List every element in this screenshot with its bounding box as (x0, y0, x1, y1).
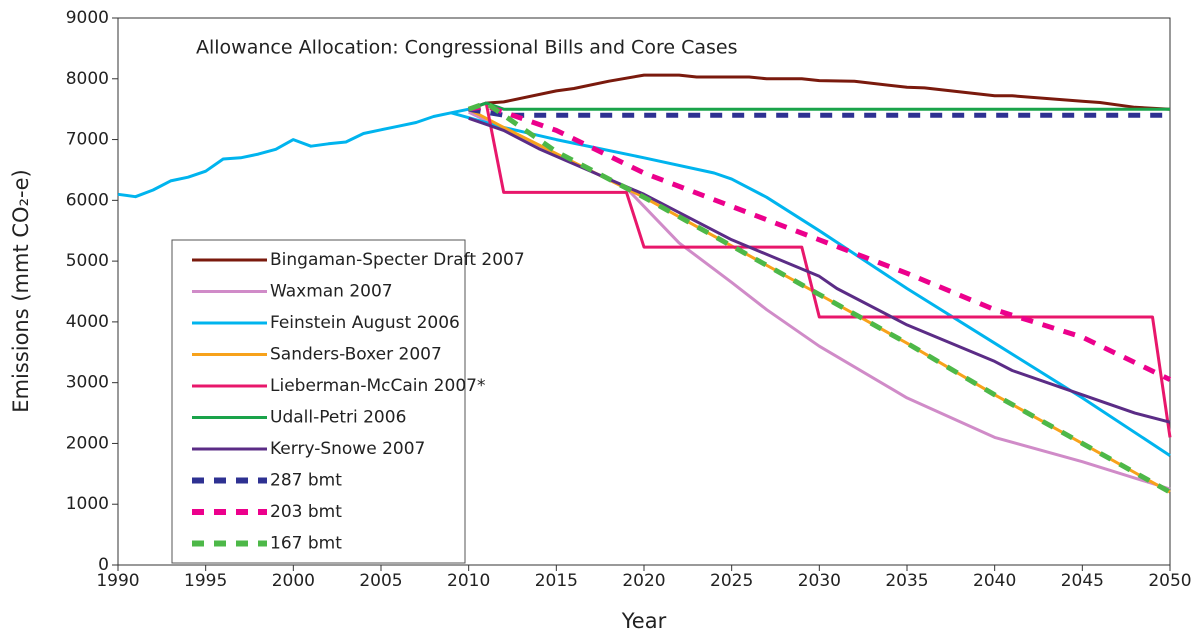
series-line (468, 106, 1170, 118)
x-tick-label: 2000 (272, 571, 315, 591)
legend-label: Sanders-Boxer 2007 (270, 345, 442, 365)
x-tick-label: 1990 (96, 571, 139, 591)
x-tick-label: 2025 (710, 571, 753, 591)
x-tick-label: 2045 (1061, 571, 1104, 591)
y-tick-label: 5000 (66, 251, 109, 271)
series-line (467, 100, 1172, 495)
x-tick-label: 2020 (622, 571, 665, 591)
x-tick-label: 2010 (447, 571, 490, 591)
series-line (468, 116, 1171, 424)
legend-label: Kerry-Snowe 2007 (270, 439, 425, 459)
x-axis-label: Year (621, 609, 667, 633)
series-line (468, 73, 1171, 111)
series-line (468, 101, 1170, 111)
y-tick-label: 0 (98, 555, 109, 575)
y-tick-label: 6000 (66, 190, 109, 210)
x-tick-label: 2005 (359, 571, 402, 591)
y-tick-label: 4000 (66, 312, 109, 332)
legend-label: Udall-Petri 2006 (270, 408, 406, 428)
y-tick-label: 2000 (66, 433, 109, 453)
series-line (468, 103, 1172, 382)
y-tick-label: 9000 (66, 8, 109, 28)
x-tick-label: 2035 (885, 571, 928, 591)
y-tick-label: 8000 (66, 69, 109, 89)
y-tick-label: 1000 (66, 494, 109, 514)
chart-title: Allowance Allocation: Congressional Bill… (196, 37, 737, 59)
series-line (117, 107, 470, 199)
x-tick-label: 1995 (184, 571, 227, 591)
series-line (450, 111, 1171, 457)
x-tick-label: 2040 (973, 571, 1016, 591)
legend-label: Waxman 2007 (270, 282, 393, 302)
y-axis-label: Emissions (mmt CO₂-e) (9, 169, 33, 412)
legend-label: 203 bmt (270, 502, 342, 522)
y-tick-label: 7000 (66, 130, 109, 150)
x-tick-label: 2050 (1148, 571, 1191, 591)
legend-label: 287 bmt (270, 471, 342, 491)
y-tick-label: 3000 (66, 373, 109, 393)
series-line (468, 110, 1171, 491)
legend-label: Feinstein August 2006 (270, 313, 460, 333)
legend-label: Lieberman-McCain 2007* (270, 376, 485, 396)
series-line (468, 101, 1172, 438)
legend-label: Bingaman-Specter Draft 2007 (270, 250, 525, 270)
x-tick-label: 2015 (535, 571, 578, 591)
legend-label: 167 bmt (270, 534, 342, 554)
x-tick-label: 2030 (798, 571, 841, 591)
